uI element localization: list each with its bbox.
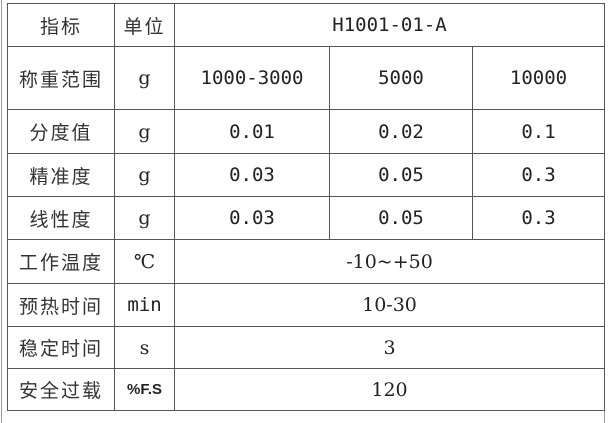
row-label: 工作温度 <box>7 239 115 284</box>
row-value: -10~+50 <box>174 239 605 284</box>
row-unit: g <box>114 46 175 110</box>
row-label: 稳定时间 <box>7 326 115 369</box>
row-value: 5000 <box>329 46 473 110</box>
row-value: 10000 <box>472 46 605 110</box>
table-row: 稳定时间 s 3 <box>7 326 605 369</box>
row-label: 称重范围 <box>7 46 115 110</box>
row-value: 0.01 <box>174 109 330 154</box>
row-value: 0.1 <box>472 109 605 154</box>
row-value: 0.05 <box>329 196 473 240</box>
row-label: 分度值 <box>7 109 115 154</box>
row-label: 精准度 <box>7 153 115 197</box>
row-unit: s <box>114 326 175 369</box>
row-value: 0.3 <box>472 153 605 197</box>
row-unit: g <box>114 153 175 197</box>
row-label: 预热时间 <box>7 283 115 327</box>
row-value: 120 <box>174 368 605 411</box>
page-right-edge <box>604 400 605 423</box>
spec-table: 指标 单位 H1001-01-A 称重范围 g 1000-3000 5000 1… <box>7 3 605 411</box>
row-value: 10-30 <box>174 283 605 327</box>
row-value: 3 <box>174 326 605 369</box>
table-row: 称重范围 g 1000-3000 5000 10000 <box>7 46 605 110</box>
table-row: 工作温度 ℃ -10~+50 <box>7 239 605 284</box>
row-unit: min <box>114 283 175 327</box>
row-value: 0.05 <box>329 153 473 197</box>
page-left-edge <box>1 0 2 423</box>
row-unit: %F.S <box>114 368 175 411</box>
table-header-row: 指标 单位 H1001-01-A <box>7 3 605 47</box>
table-row: 分度值 g 0.01 0.02 0.1 <box>7 109 605 154</box>
row-label: 线性度 <box>7 196 115 240</box>
table-row: 线性度 g 0.03 0.05 0.3 <box>7 196 605 240</box>
row-label: 安全过载 <box>7 368 115 411</box>
row-value: 0.3 <box>472 196 605 240</box>
row-unit: g <box>114 109 175 154</box>
table-row: 预热时间 min 10-30 <box>7 283 605 327</box>
table-row: 安全过载 %F.S 120 <box>7 368 605 411</box>
header-model: H1001-01-A <box>174 3 605 47</box>
header-indicator: 指标 <box>7 3 115 47</box>
row-value: 1000-3000 <box>174 46 330 110</box>
row-unit: ℃ <box>114 239 175 284</box>
row-unit: g <box>114 196 175 240</box>
row-value: 0.02 <box>329 109 473 154</box>
row-value: 0.03 <box>174 196 330 240</box>
header-unit: 单位 <box>114 3 175 47</box>
table-row: 精准度 g 0.03 0.05 0.3 <box>7 153 605 197</box>
row-value: 0.03 <box>174 153 330 197</box>
